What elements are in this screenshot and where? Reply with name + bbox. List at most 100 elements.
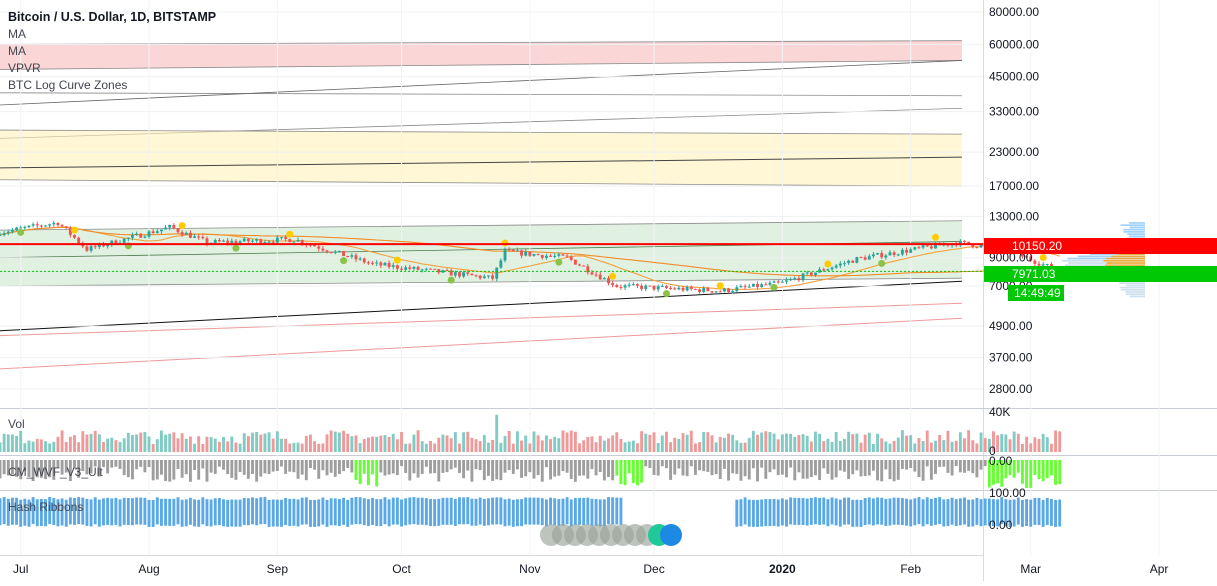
candle-body-113 <box>466 272 470 274</box>
price-axis[interactable]: 80000.00 60000.00 45000.00 33000.00 23000.00… <box>989 5 1039 396</box>
hash-bar-33 <box>135 497 139 525</box>
candle-body-235 <box>971 244 975 248</box>
vpvr-profile <box>1061 222 1145 298</box>
wvf-bar-218 <box>900 460 904 469</box>
candle-body-147 <box>607 278 610 284</box>
hash-bar-140 <box>578 497 581 525</box>
indicator-ma-2[interactable]: MA <box>8 44 26 58</box>
volume-bar-59 <box>242 433 246 452</box>
vpvr-bar-28 <box>1127 233 1145 235</box>
wvf-bar-49 <box>201 460 205 469</box>
wvf-bar-197 <box>814 460 817 476</box>
wvf-bar-67 <box>275 460 279 472</box>
candle-body-175 <box>722 288 726 292</box>
hash-bar-77 <box>317 499 321 527</box>
volume-bar-189 <box>780 434 784 452</box>
candle-body-118 <box>487 275 490 277</box>
wvf-bar-26 <box>106 460 110 474</box>
price-tick-label-1: 60000.00 <box>989 37 1039 51</box>
wvf-bar-73 <box>300 460 304 475</box>
zone-mid-line-red <box>0 60 963 106</box>
volume-bar-62 <box>255 431 259 452</box>
indicator-vpvr[interactable]: VPVR <box>8 61 41 75</box>
hash-bar-250 <box>1033 497 1037 525</box>
volume-bar-212 <box>876 433 880 452</box>
volume-bar-116 <box>478 441 482 452</box>
wvf-bar-118 <box>487 460 490 476</box>
candle-body-117 <box>482 276 486 279</box>
wvf-bar-61 <box>251 460 254 474</box>
wvf-bar-117 <box>482 460 486 481</box>
time-axis[interactable]: Jul Aug Sep Oct Nov Dec 2020 Feb Mar Apr <box>13 562 1168 576</box>
volume-bar-114 <box>470 437 474 452</box>
candle-body-62 <box>255 239 259 241</box>
candle-body-123 <box>507 249 511 251</box>
volume-bar-202 <box>834 432 838 452</box>
hash-bar-74 <box>304 497 308 525</box>
hash-bar-85 <box>350 497 354 525</box>
volume-bar-237 <box>979 432 983 452</box>
wvf-bar-100 <box>412 460 416 474</box>
volume-bar-157 <box>648 434 652 452</box>
candle-body-91 <box>375 262 379 264</box>
signal-dot-44 <box>178 222 186 230</box>
volume-bar-181 <box>747 438 751 452</box>
hash-bar-213 <box>880 497 884 525</box>
hash-bar-210 <box>867 497 871 525</box>
indicator-ma-1[interactable]: MA <box>8 27 26 41</box>
candle-body-31 <box>126 237 130 239</box>
hash-bar-254 <box>1049 498 1053 526</box>
candle-body-190 <box>785 280 788 282</box>
volume-bar-9 <box>35 438 39 452</box>
volume-bar-245 <box>1012 431 1016 452</box>
wvf-bar-135 <box>557 460 561 476</box>
wvf-bar-249 <box>1029 460 1033 488</box>
signal-dot-187 <box>770 283 778 291</box>
hash-bar-241 <box>996 499 1000 527</box>
wvf-bar-205 <box>847 460 851 479</box>
candle-body-192 <box>793 278 797 280</box>
wvf-bar-221 <box>913 460 917 472</box>
volume-bar-130 <box>536 435 540 452</box>
hash-bar-65 <box>267 499 271 527</box>
hash-bar-81 <box>333 498 337 526</box>
wvf-label[interactable]: CM_WVF_V3_Ult <box>8 465 103 479</box>
volume-bar-145 <box>598 435 602 452</box>
volume-label[interactable]: Vol <box>8 417 25 431</box>
candle-body-71 <box>292 241 296 243</box>
vpvr-bar-27 <box>1128 235 1145 238</box>
candle-body-13 <box>52 222 56 225</box>
hash-label[interactable]: Hash Ribbons <box>8 500 83 514</box>
volume-bar-250 <box>1033 437 1037 452</box>
candle-body-98 <box>404 267 408 270</box>
candle-body-109 <box>449 270 453 276</box>
indicator-log-curve[interactable]: BTC Log Curve Zones <box>8 78 127 92</box>
candle-body-27 <box>110 240 114 245</box>
wvf-bar-70 <box>288 460 292 472</box>
hash-bar-26 <box>106 497 110 525</box>
hash-bar-96 <box>395 497 399 525</box>
volume-bar-113 <box>466 431 470 452</box>
candle-body-4 <box>15 227 19 230</box>
hash-bar-34 <box>139 497 143 525</box>
volume-bar-172 <box>710 435 714 452</box>
wvf-bar-228 <box>942 460 946 467</box>
hash-bar-238 <box>983 498 987 526</box>
time-tick-label-6: 2020 <box>769 562 796 576</box>
hash-bar-70 <box>288 498 292 526</box>
candle-body-104 <box>429 268 432 270</box>
wvf-bar-46 <box>188 460 192 482</box>
wvf-bar-8 <box>31 460 35 482</box>
hash-bar-201 <box>830 497 834 525</box>
chart-title[interactable]: Bitcoin / U.S. Dollar, 1D, BITSTAMP <box>8 10 216 24</box>
wvf-bar-105 <box>433 460 437 474</box>
volume-bar-1 <box>2 433 6 452</box>
wvf-bar-219 <box>905 460 908 470</box>
hash-bar-195 <box>805 498 809 526</box>
wvf-bar-95 <box>391 460 395 474</box>
hash-bar-146 <box>602 499 606 527</box>
wvf-bar-242 <box>1000 460 1004 487</box>
signal-dot-252 <box>1039 253 1047 261</box>
candle-body-251 <box>1037 263 1041 266</box>
